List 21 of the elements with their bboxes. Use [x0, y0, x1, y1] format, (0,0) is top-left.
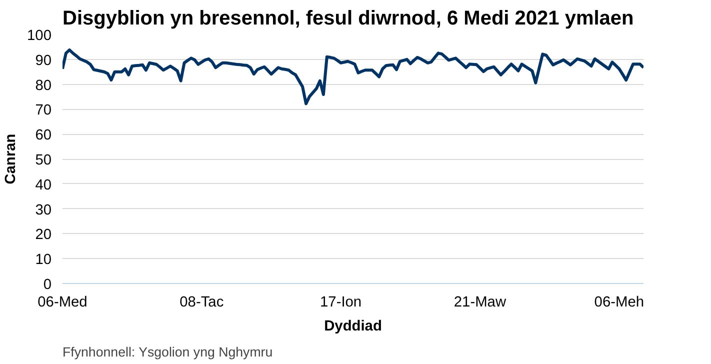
y-tick-label: 70: [35, 102, 52, 119]
y-tick-label: 90: [35, 52, 52, 69]
y-tick-label: 0: [43, 277, 52, 293]
y-tick-label: 50: [35, 152, 52, 168]
chart-title: Disgyblion yn bresennol, fesul diwrnod, 6 Medi 2021 ymlaen: [62, 8, 634, 30]
y-tick-label: 60: [35, 128, 52, 144]
y-tick-label: 40: [35, 177, 52, 194]
y-tick-label: 30: [35, 202, 52, 218]
y-tick-label: 80: [35, 78, 52, 94]
y-tick-label: 20: [35, 227, 52, 244]
x-tick-label: 08-Tac: [180, 294, 224, 310]
x-tick-label: 21-Maw: [454, 294, 506, 310]
x-axis-title: Dyddiad: [324, 318, 382, 334]
x-tick-label: 06-Med: [38, 294, 88, 310]
line-series: [62, 48, 644, 106]
x-tick-label: 06-Meh: [594, 294, 644, 310]
y-tick-label: 10: [35, 252, 52, 268]
y-axis-title: Canran: [3, 134, 20, 184]
x-tick-label: 17-Ion: [320, 294, 362, 310]
y-tick-label: 100: [27, 28, 52, 44]
text: Ffynhonnell: Ysgolion yng Nghymru: [62, 344, 273, 360]
